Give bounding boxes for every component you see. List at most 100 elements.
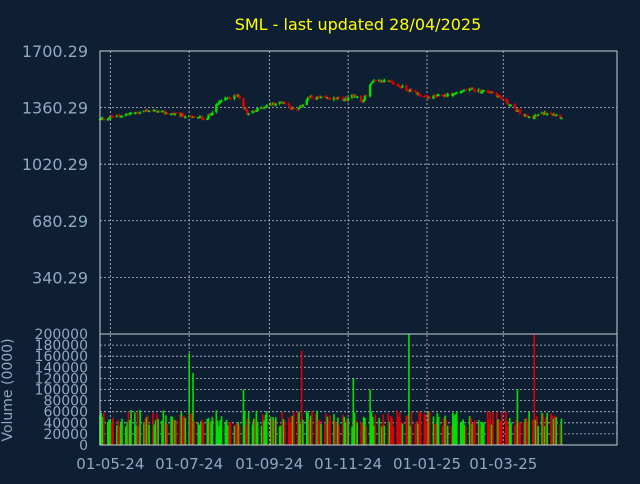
volume-bar — [543, 425, 546, 445]
candle-body — [229, 98, 232, 100]
candle-body — [452, 93, 456, 96]
candle-body — [407, 90, 411, 92]
volume-bar — [135, 425, 137, 445]
candle-body — [224, 97, 227, 101]
volume-bar — [272, 417, 274, 445]
volume-bar — [453, 415, 455, 445]
volume-bar — [428, 411, 431, 445]
volume-bar — [202, 422, 205, 445]
candle-body — [178, 112, 182, 117]
volume-bar — [224, 423, 227, 445]
candle-body — [341, 97, 345, 101]
volume-bar — [293, 411, 295, 445]
candle-body — [433, 94, 436, 97]
candle-body — [535, 115, 539, 117]
candle-body — [499, 96, 502, 98]
volume-bar — [443, 417, 445, 445]
volume-bar — [335, 422, 338, 445]
price-tick-label: 1020.29 — [22, 155, 88, 174]
candle-body — [463, 89, 466, 92]
volume-bar — [352, 378, 355, 445]
candle-body — [335, 97, 338, 99]
candle-body — [189, 115, 192, 118]
volume-bar — [519, 421, 521, 445]
candle-body — [111, 116, 115, 119]
volume-bar — [242, 389, 245, 445]
candle-body — [415, 92, 418, 95]
candle-body — [172, 113, 175, 115]
volume-bar — [552, 418, 555, 445]
candle-body — [238, 95, 241, 99]
candle-body — [211, 112, 214, 115]
candle-body — [498, 95, 501, 97]
candle-body — [337, 96, 341, 99]
candle-body — [125, 113, 129, 116]
volume-bar — [351, 426, 353, 445]
candle-body — [142, 110, 146, 113]
price-axis-labels: 1700.29 1360.29 1020.29 680.29 340.29 — [22, 42, 88, 287]
volume-bar — [370, 411, 373, 445]
candle-body — [436, 94, 439, 97]
volume-bar — [296, 411, 299, 445]
candle-body — [460, 91, 464, 93]
candle-body — [346, 97, 350, 101]
volume-bar — [291, 415, 294, 445]
volume-bar — [554, 415, 556, 445]
volume-bar — [343, 416, 346, 445]
candle-body — [173, 113, 177, 116]
volume-tick-label: 140000 — [35, 360, 88, 376]
candle-body — [128, 113, 131, 115]
volume-bar — [532, 419, 534, 445]
candle-body — [317, 96, 320, 98]
candle-body — [215, 104, 218, 113]
volume-bar — [318, 419, 321, 445]
candle-body — [424, 95, 427, 97]
candle-body — [217, 102, 221, 104]
date-tick-label: 01-01-25 — [393, 455, 461, 473]
volume-axis-title: Volume (0000) — [0, 338, 16, 441]
candle-body — [381, 81, 385, 83]
volume-bar — [265, 411, 268, 445]
volume-bar — [410, 411, 413, 445]
volume-bar — [371, 416, 374, 445]
candle-body — [543, 111, 546, 115]
candle-body — [228, 97, 231, 99]
candle-body — [287, 103, 290, 106]
volume-bar — [227, 425, 229, 445]
candle-body — [392, 82, 395, 85]
volume-bar — [537, 426, 539, 445]
candle-body — [365, 95, 368, 97]
candle-body — [405, 85, 408, 91]
candle-body — [555, 114, 558, 117]
volume-bar — [534, 419, 537, 445]
candle-body — [251, 111, 254, 113]
volume-bar — [246, 418, 249, 445]
candle-body — [190, 115, 193, 118]
candle-body — [209, 114, 213, 116]
volume-bar — [236, 423, 238, 445]
volume-bar — [193, 421, 196, 445]
volume-bar — [262, 414, 264, 445]
candle-body — [514, 107, 518, 112]
candle-body — [184, 116, 187, 119]
volume-bar — [401, 423, 404, 445]
volume-bar — [251, 424, 254, 445]
candle-body — [359, 96, 363, 102]
candle-body — [137, 112, 140, 115]
volume-bar — [100, 412, 103, 445]
volume-bar — [233, 425, 236, 445]
volume-tick-label: 180000 — [35, 338, 88, 354]
volume-bar — [162, 410, 165, 445]
candle-body — [522, 114, 526, 116]
candle-body — [102, 118, 106, 120]
candle-body — [269, 103, 272, 106]
candle-body — [536, 114, 540, 116]
volume-bar — [309, 415, 312, 445]
date-tick-label: 01-05-24 — [76, 455, 144, 473]
candle-body — [171, 113, 174, 116]
candle-body — [371, 81, 374, 83]
volume-bar — [356, 422, 359, 445]
volume-bar — [106, 422, 109, 445]
volume-bar — [127, 411, 130, 445]
